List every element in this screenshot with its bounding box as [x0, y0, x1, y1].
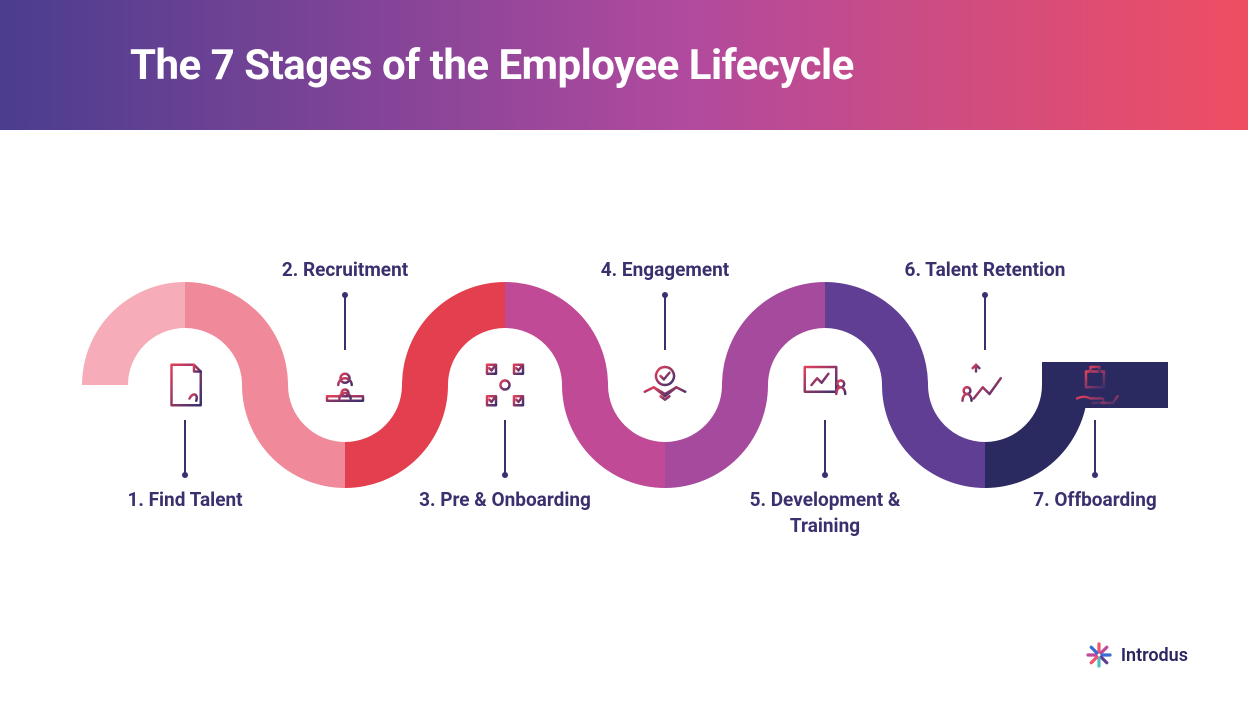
- connector-line: [344, 295, 346, 350]
- stage-label-7: 7. Offboarding: [995, 487, 1195, 513]
- stage-label-6: 6. Talent Retention: [885, 257, 1085, 283]
- brand-logo: Introdus: [1085, 641, 1188, 669]
- contract-icon: [157, 357, 213, 413]
- connector-line: [824, 420, 826, 475]
- briefcase-hand-icon: [1067, 357, 1123, 413]
- stage-label-2: 2. Recruitment: [245, 257, 445, 283]
- stage-label-1: 1. Find Talent: [85, 487, 285, 513]
- connector-line: [984, 295, 986, 350]
- stage-label-5: 5. Development & Training: [725, 487, 925, 538]
- growth-icon: [957, 357, 1013, 413]
- presentation-icon: [797, 357, 853, 413]
- connector-line: [504, 420, 506, 475]
- connector-line: [1094, 420, 1096, 475]
- interview-icon: [317, 357, 373, 413]
- page-title: The 7 Stages of the Employee Lifecycle: [130, 41, 854, 90]
- stage-label-3: 3. Pre & Onboarding: [405, 487, 605, 513]
- connector-line: [664, 295, 666, 350]
- header-banner: The 7 Stages of the Employee Lifecycle: [0, 0, 1248, 130]
- connector-line: [184, 420, 186, 475]
- lifecycle-diagram: 1. Find Talent 2. Recruitment 3. Pre & Onb…: [0, 180, 1248, 600]
- brand-name: Introdus: [1121, 645, 1188, 666]
- logo-mark-icon: [1085, 641, 1113, 669]
- stage-label-4: 4. Engagement: [565, 257, 765, 283]
- org-check-icon: [477, 357, 533, 413]
- handshake-icon: [637, 357, 693, 413]
